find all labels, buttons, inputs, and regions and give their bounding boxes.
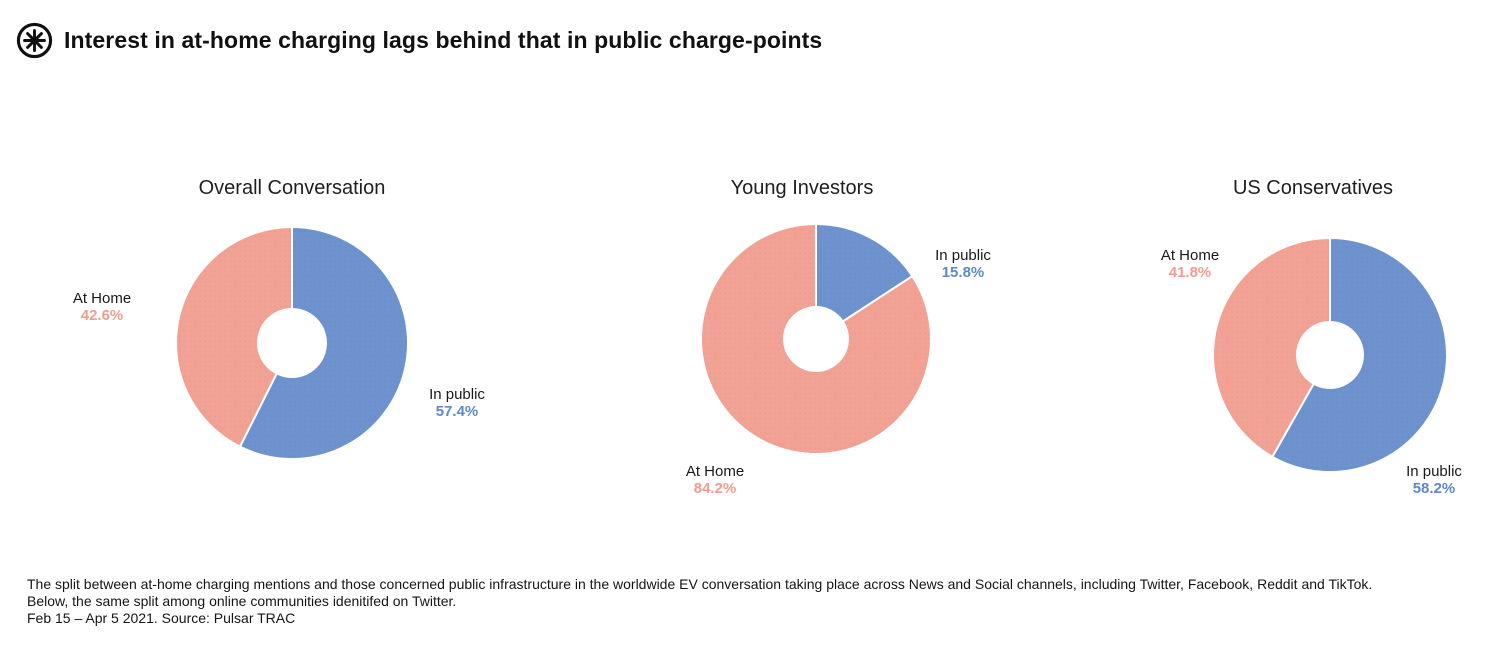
donut-slice-texture: [176, 227, 292, 447]
chart-title: Young Investors: [730, 177, 874, 199]
donut-slice-texture: [1213, 238, 1330, 457]
chart-title: Overall Conversation: [198, 177, 386, 199]
slice-label-value: 84.2%: [693, 480, 737, 497]
slice-label-name: In public: [429, 386, 485, 403]
donut-young-investors: [700, 223, 932, 455]
caption-line-1: The split between at-home charging menti…: [27, 576, 1373, 592]
caption-line-2: Below, the same split among online commu…: [27, 593, 457, 609]
caption-line-3: Feb 15 – Apr 5 2021. Source: Pulsar TRAC: [27, 610, 296, 626]
slice-label-name: In public: [935, 247, 991, 264]
slice-label-at-home: At Home 42.6%: [73, 291, 131, 324]
slice-label-in-public: In public 58.2%: [1406, 464, 1462, 497]
slice-label-at-home: At Home 84.2%: [686, 464, 744, 497]
slice-label-value: 57.4%: [435, 403, 479, 420]
donut-slice-texture: [239, 227, 408, 459]
donut-slice-texture: [816, 224, 913, 322]
donut-us-conservatives: [1212, 237, 1448, 473]
slice-label-in-public: In public 15.8%: [935, 248, 991, 281]
pulsar-asterisk-logo-icon: [16, 22, 53, 59]
slice-label-value: 41.8%: [1168, 264, 1212, 281]
chart-title: US Conservatives: [1232, 177, 1394, 199]
slice-label-name: In public: [1406, 463, 1462, 480]
header: Interest in at-home charging lags behind…: [15, 21, 822, 60]
slice-label-value: 42.6%: [80, 307, 124, 324]
slice-label-name: At Home: [685, 463, 745, 480]
slice-label-value: 15.8%: [941, 264, 985, 281]
caption: The split between at-home charging menti…: [27, 576, 1372, 627]
donut-slice-texture: [701, 224, 931, 454]
slice-label-value: 58.2%: [1412, 480, 1456, 497]
donut-overall-conversation: [175, 226, 409, 460]
slice-label-in-public: In public 57.4%: [429, 387, 485, 420]
donut-slice-texture: [1272, 238, 1447, 472]
page-title: Interest in at-home charging lags behind…: [64, 27, 823, 53]
slice-label-name: At Home: [72, 290, 132, 307]
slice-label-name: At Home: [1160, 247, 1220, 264]
slice-label-at-home: At Home 41.8%: [1161, 248, 1219, 281]
